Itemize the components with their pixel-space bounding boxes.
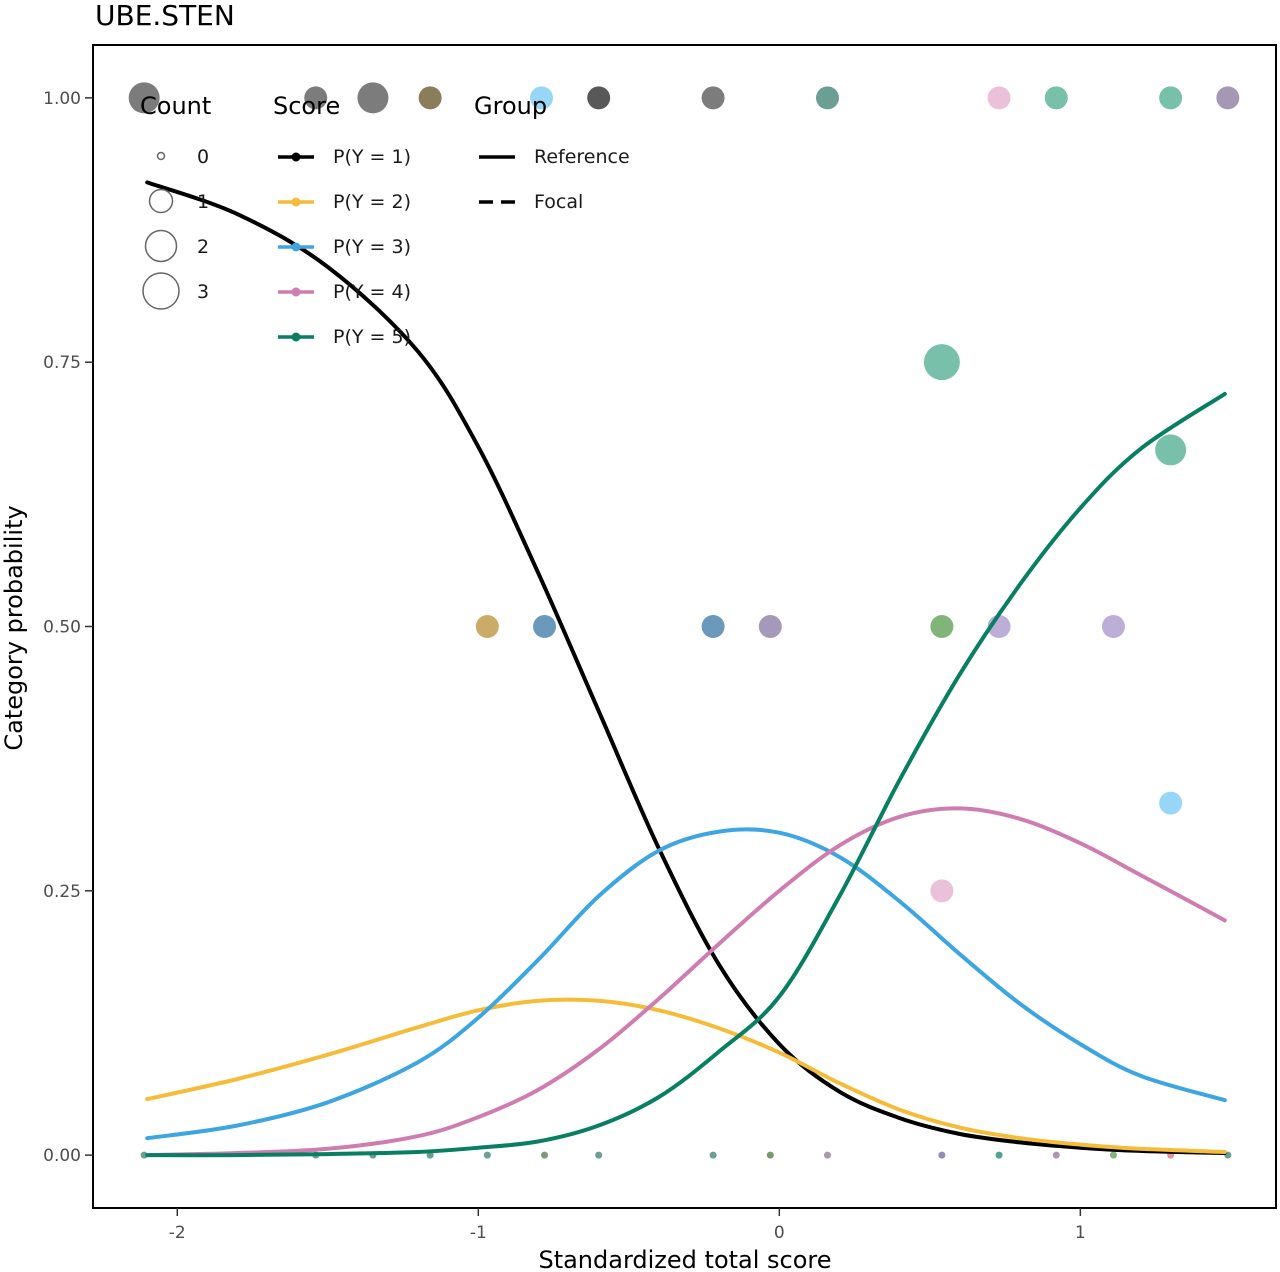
data-point-14 — [701, 615, 725, 638]
y-axis-title: Category probability — [0, 505, 28, 750]
legend-score-label-1: P(Y = 1) — [333, 146, 411, 168]
legend-score-title: Score — [273, 92, 340, 120]
legend-count-title: Count — [140, 92, 211, 120]
data-point-35 — [1052, 1151, 1060, 1159]
axes-layer: -2 -1 0 1 0.00 0.25 0.50 0.75 1.00 — [43, 89, 1086, 1243]
data-point-10 — [1159, 86, 1183, 110]
y-tick-label-2: 0.50 — [43, 618, 81, 638]
points-layer — [128, 82, 1240, 1159]
data-point-0 — [128, 82, 160, 114]
series-line-5 — [145, 391, 1227, 1158]
data-point-6 — [701, 86, 725, 110]
legend-count-symbol-0 — [156, 151, 166, 161]
y-tick-label-1: 0.25 — [43, 882, 81, 902]
data-point-15 — [758, 615, 782, 638]
data-point-5 — [587, 86, 611, 110]
data-point-33 — [938, 1151, 946, 1159]
data-point-4 — [530, 86, 554, 110]
data-point-36 — [1109, 1151, 1117, 1159]
legend-count-symbol-3 — [142, 272, 180, 310]
y-tick-label-0: 0.00 — [43, 1146, 81, 1166]
legend-count-symbol-1 — [148, 188, 174, 214]
x-tick-label-3: 1 — [1075, 1223, 1086, 1243]
data-point-27 — [483, 1151, 491, 1159]
data-point-20 — [1155, 434, 1187, 466]
series-line-2 — [145, 997, 1227, 1154]
x-tick-label-1: -1 — [470, 1223, 487, 1243]
series-line-3 — [145, 827, 1227, 1141]
data-point-29 — [595, 1151, 603, 1159]
data-point-12 — [475, 615, 499, 638]
data-point-32 — [823, 1151, 831, 1159]
data-point-16 — [930, 615, 954, 638]
data-point-28 — [541, 1151, 549, 1159]
x-axis-title: Standardized total score — [538, 1246, 831, 1272]
data-point-2 — [357, 82, 389, 114]
legend-count-label-2: 2 — [197, 236, 209, 258]
chart-title: UBE.STEN — [95, 0, 235, 32]
legend-count-symbol-2 — [144, 229, 178, 263]
y-tick-label-3: 0.75 — [43, 353, 81, 373]
data-point-9 — [1044, 86, 1068, 110]
data-point-31 — [766, 1151, 774, 1159]
data-point-13 — [533, 615, 557, 638]
data-point-7 — [815, 86, 839, 110]
legend-score-dot-3 — [291, 242, 301, 252]
data-point-11 — [1216, 86, 1240, 110]
curves-layer — [145, 180, 1227, 1158]
x-tick-label-2: 0 — [774, 1223, 785, 1243]
data-point-22 — [930, 879, 954, 903]
data-point-19 — [923, 344, 960, 381]
x-tick-label-0: -2 — [169, 1223, 186, 1243]
legend-group-title: Group — [474, 92, 547, 120]
y-tick-label-4: 1.00 — [43, 89, 81, 109]
legend-score-label-4: P(Y = 4) — [333, 281, 411, 303]
legend-score-dot-2 — [291, 197, 301, 207]
legend-score-dot-4 — [291, 287, 301, 297]
data-point-30 — [709, 1151, 717, 1159]
legend-group-label-reference: Reference — [534, 146, 630, 168]
legend-count-label-1: 1 — [197, 191, 209, 213]
data-point-21 — [1159, 791, 1183, 815]
data-point-8 — [987, 86, 1011, 110]
legend-score-label-5: P(Y = 5) — [333, 326, 411, 348]
legend-score-dot-1 — [291, 152, 301, 162]
plot-panel-border — [92, 44, 1277, 1209]
legend-score-dot-5 — [291, 332, 301, 342]
legend-score-label-2: P(Y = 2) — [333, 191, 411, 213]
series-line-1 — [145, 180, 1227, 1155]
data-point-3 — [418, 86, 442, 110]
legend-score-label-3: P(Y = 3) — [333, 236, 411, 258]
data-point-18 — [1101, 615, 1125, 638]
series-line-4 — [145, 806, 1227, 1158]
data-point-23 — [140, 1151, 148, 1159]
legend-count-label-3: 3 — [197, 281, 209, 303]
data-point-34 — [995, 1151, 1003, 1159]
legend-count-label-0: 0 — [197, 146, 209, 168]
data-point-1 — [304, 86, 328, 110]
legend: Count 0 1 2 3 Score P(Y = 1) P(Y = 2) P(Y = 3) P(… — [140, 92, 630, 348]
legend-group-label-focal: Focal — [534, 191, 583, 213]
